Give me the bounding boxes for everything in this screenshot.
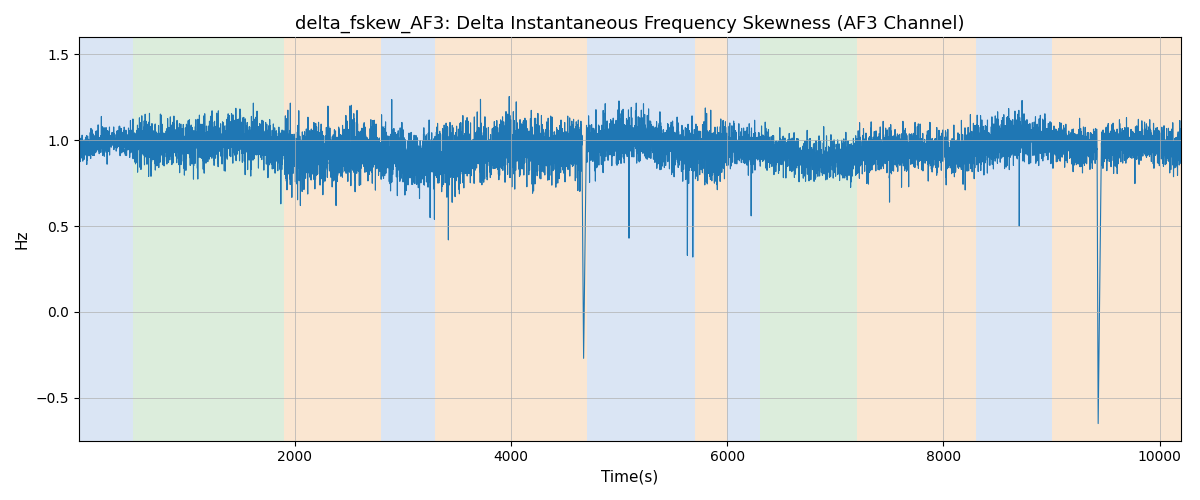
Bar	[284, 38, 382, 440]
Bar	[133, 38, 284, 440]
Bar	[436, 38, 587, 440]
Title: delta_fskew_AF3: Delta Instantaneous Frequency Skewness (AF3 Channel): delta_fskew_AF3: Delta Instantaneous Fre…	[295, 15, 965, 34]
Bar	[976, 38, 1051, 440]
X-axis label: Time(s): Time(s)	[601, 470, 659, 485]
Bar	[760, 38, 857, 440]
Bar	[79, 38, 133, 440]
Bar	[1051, 38, 1181, 440]
Bar	[587, 38, 695, 440]
Bar	[382, 38, 436, 440]
Bar	[695, 38, 727, 440]
Bar	[857, 38, 976, 440]
Y-axis label: Hz: Hz	[14, 230, 30, 249]
Bar	[727, 38, 760, 440]
